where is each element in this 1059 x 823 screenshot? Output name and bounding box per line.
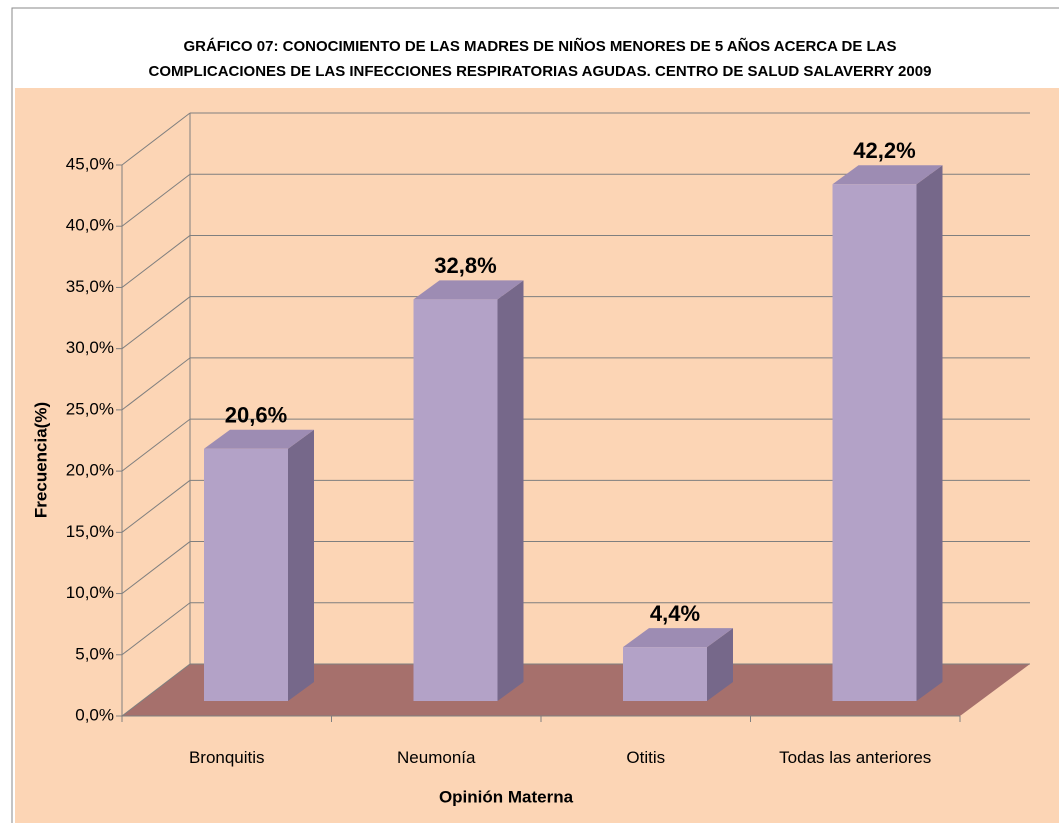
y-tick-label: 30,0% [66, 338, 114, 357]
bar-side [916, 165, 943, 702]
x-tick-label: Todas las anteriores [779, 748, 932, 767]
bar [413, 299, 498, 701]
grid-line-side [121, 602, 191, 656]
y-tick-label: 40,0% [66, 216, 114, 235]
grid-line-side [121, 663, 191, 717]
y-tick-label: 35,0% [66, 277, 114, 296]
grid-line-side [121, 173, 191, 227]
y-tick-label: 15,0% [66, 522, 114, 541]
floor [122, 664, 1030, 716]
grid-line-side [121, 418, 191, 472]
x-tick-label: Otitis [626, 748, 666, 767]
chart-title: GRÁFICO 07: CONOCIMIENTO DE LAS MADRES D… [148, 38, 932, 80]
bar [832, 184, 917, 702]
y-tick-label: 45,0% [66, 154, 114, 173]
bar [623, 647, 707, 701]
bar-side [497, 280, 524, 701]
x-tick-label: Bronquitis [188, 748, 265, 767]
grid-line-side [121, 479, 191, 533]
bar-top [832, 165, 943, 185]
y-tick-label: 25,0% [66, 399, 114, 418]
grid-line-side [121, 235, 191, 288]
grid-line-side [121, 296, 191, 350]
grid-line-side [121, 357, 191, 411]
x-tick-label: Neumonía [397, 748, 476, 767]
y-axis-label: Frecuencia(%) [31, 402, 50, 518]
grid-line-side [121, 112, 191, 166]
bar-top [204, 429, 314, 449]
grid-line-side [121, 541, 191, 594]
data-label: 20,6% [225, 403, 287, 428]
bar-top [623, 628, 733, 648]
y-tick-label: 0,0% [75, 705, 114, 724]
y-tick-label: 10,0% [66, 583, 114, 602]
x-axis-label: Opinión Materna [439, 787, 574, 806]
bar-side [707, 628, 733, 701]
y-tick-label: 20,0% [66, 461, 114, 480]
bar [204, 448, 288, 701]
data-label: 4,4% [650, 601, 700, 626]
data-label: 32,8% [434, 253, 496, 278]
data-label: 42,2% [853, 138, 915, 163]
bar-side [288, 429, 314, 701]
bar-top [413, 280, 524, 300]
y-tick-label: 5,0% [75, 644, 114, 663]
